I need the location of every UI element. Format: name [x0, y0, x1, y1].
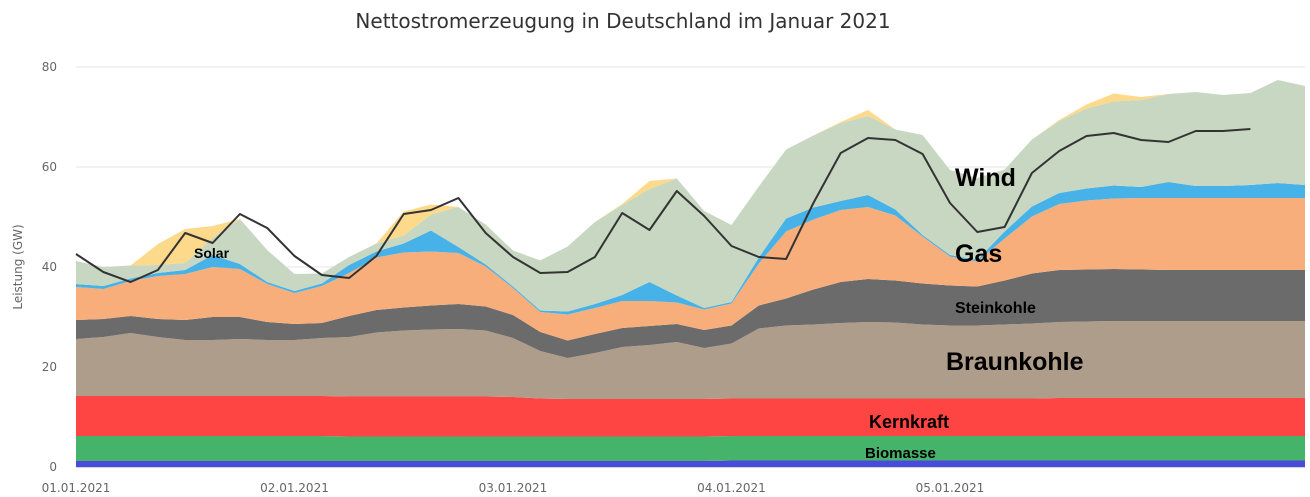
y-tick-label: 40 — [42, 260, 57, 274]
x-tick-label: 03.01.2021 — [479, 481, 548, 495]
area-pumpspeicher — [76, 182, 1305, 315]
area-steinkohle — [76, 269, 1305, 358]
area-wind — [76, 80, 1305, 312]
area-biomasse — [76, 436, 1305, 461]
y-tick-label: 80 — [42, 60, 57, 74]
y-tick-label: 0 — [49, 460, 57, 474]
y-axis: 0 20 40 60 80 — [42, 60, 57, 474]
series-labels: Solar Wind Gas Steinkohle Braunkohle Ker… — [194, 164, 1084, 462]
x-tick-label: 04.01.2021 — [697, 481, 766, 495]
y-tick-label: 60 — [42, 160, 57, 174]
area-series — [76, 80, 1305, 467]
y-tick-label: 20 — [42, 360, 57, 374]
label-kernkraft: Kernkraft — [869, 412, 949, 432]
label-braunkohle: Braunkohle — [946, 348, 1084, 376]
area-kernkraft — [76, 396, 1305, 437]
label-solar: Solar — [194, 245, 230, 261]
label-steinkohle: Steinkohle — [955, 300, 1036, 317]
chart-title: Nettostromerzeugung in Deutschland im Ja… — [355, 9, 890, 33]
x-tick-label: 05.01.2021 — [916, 481, 985, 495]
y-axis-label: Leistung (GW) — [11, 224, 25, 309]
load-line — [75, 128, 1251, 283]
label-biomasse: Biomasse — [865, 445, 936, 462]
x-axis: 01.01.2021 02.01.2021 03.01.2021 04.01.2021… — [42, 481, 985, 495]
load-line-group — [75, 128, 1251, 283]
x-tick-label: 01.01.2021 — [42, 481, 111, 495]
area-braunkohle — [76, 321, 1305, 399]
x-tick-label: 02.01.2021 — [260, 481, 329, 495]
label-gas: Gas — [955, 240, 1002, 268]
area-gas — [76, 198, 1305, 341]
area-wasserkraft — [76, 460, 1305, 467]
label-wind: Wind — [955, 164, 1016, 192]
